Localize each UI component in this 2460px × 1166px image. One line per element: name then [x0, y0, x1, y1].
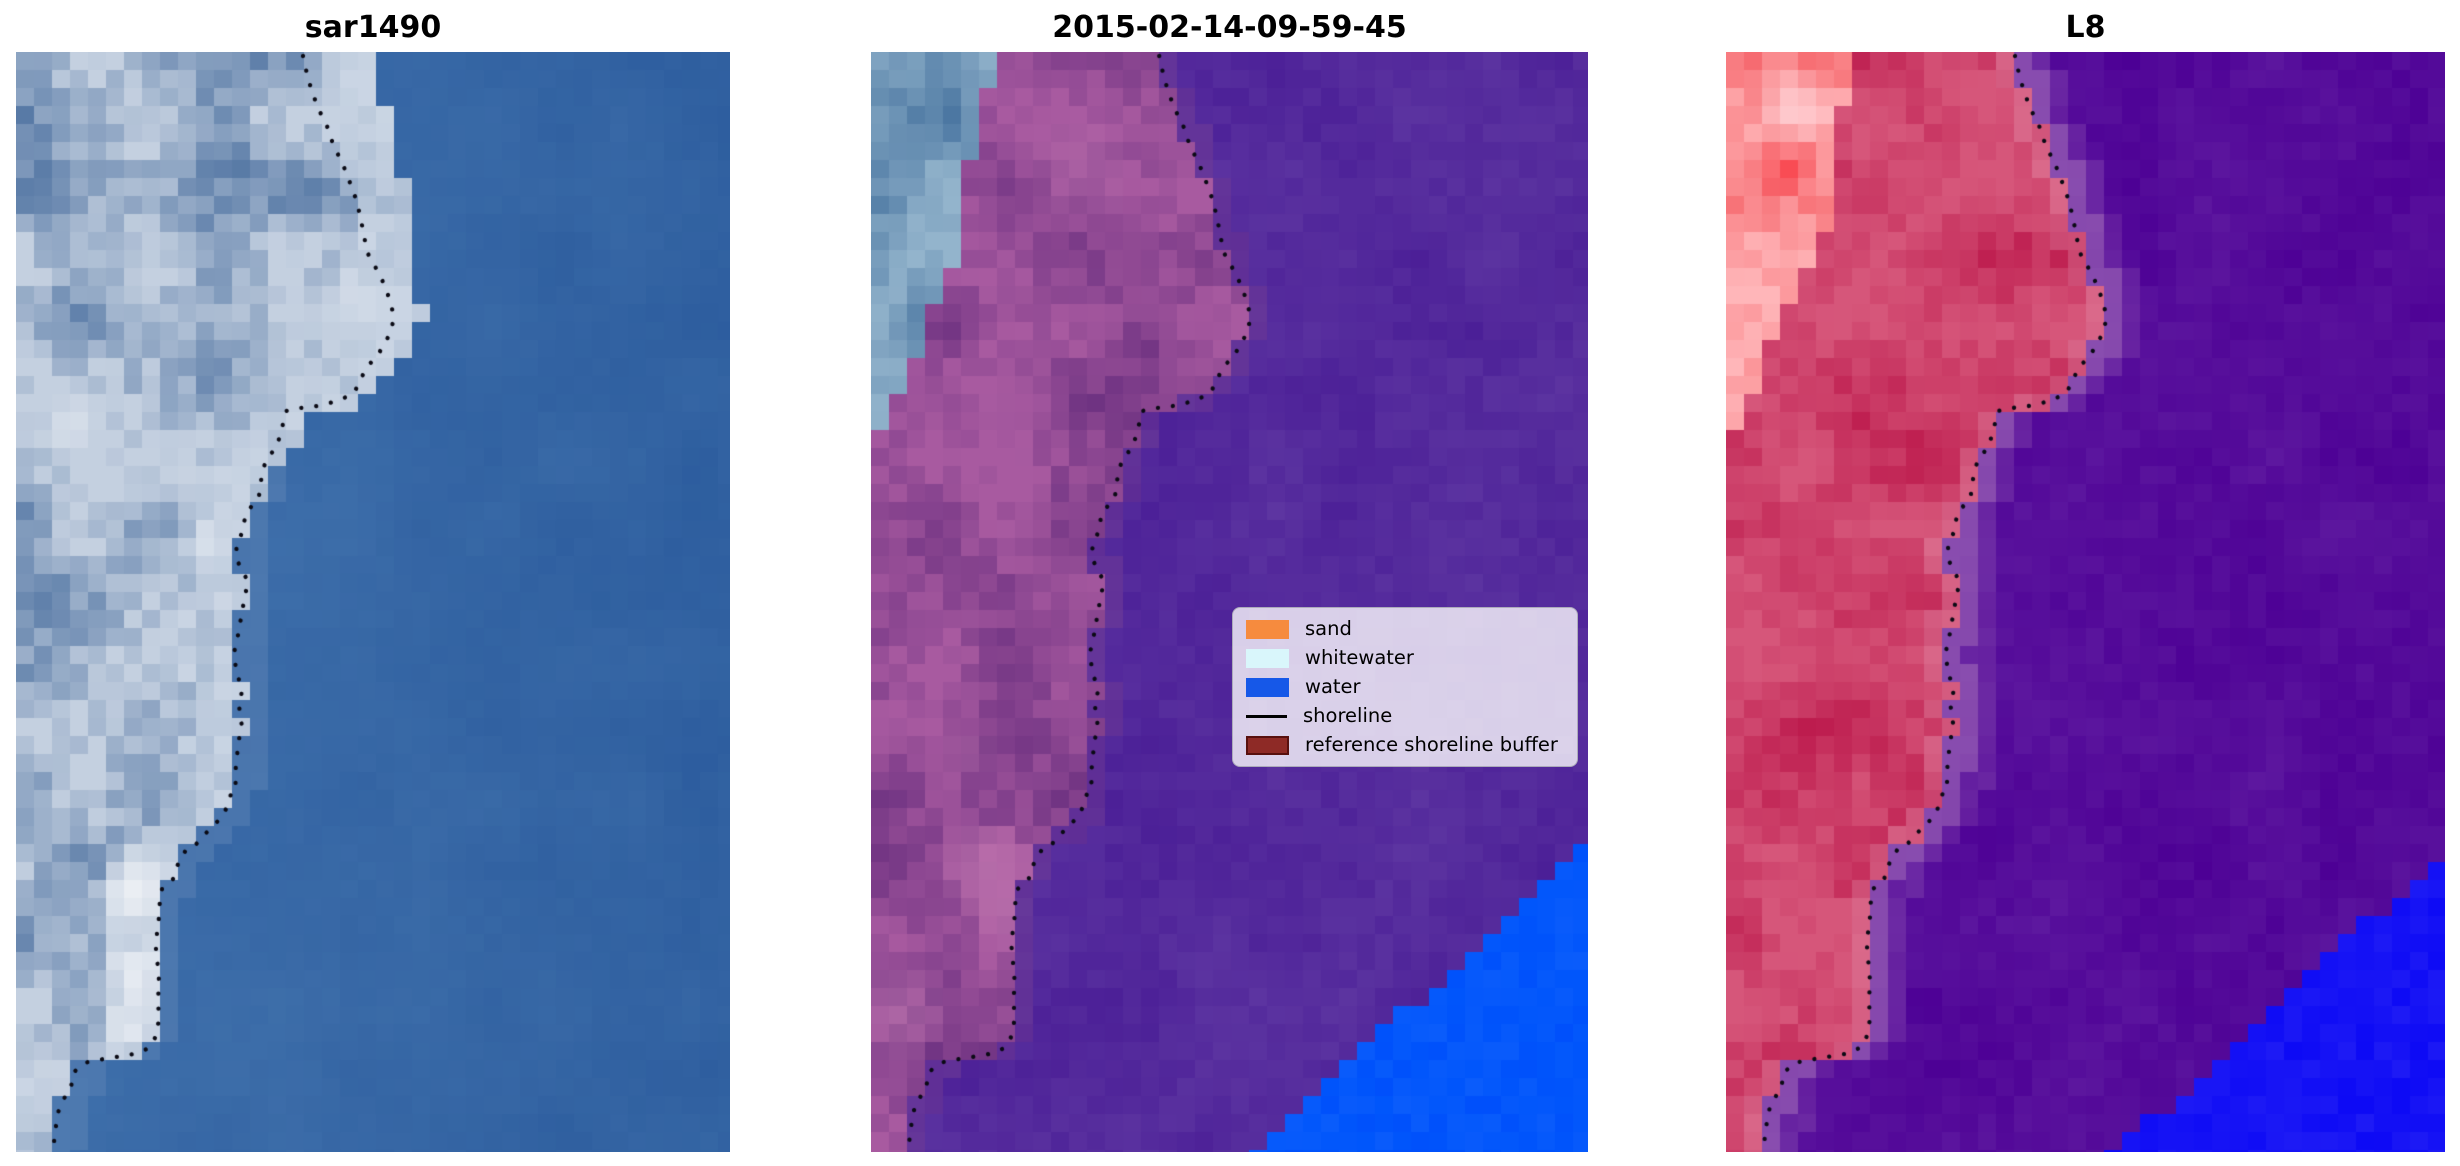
- reference-shoreline-buffer-swatch: [1246, 735, 1289, 755]
- legend-label-shoreline: shoreline: [1303, 704, 1393, 728]
- legend-label-sand: sand: [1305, 617, 1352, 641]
- legend-row-shoreline: shoreline: [1246, 704, 1564, 728]
- legend-row-reference-shoreline-buffer: reference shoreline buffer: [1246, 733, 1564, 757]
- panel-title-sar1490: sar1490: [304, 9, 442, 45]
- legend-row-water: water: [1246, 675, 1564, 699]
- sand-swatch: [1246, 619, 1289, 639]
- l8-image: [1726, 52, 2445, 1152]
- legend-label-whitewater: whitewater: [1305, 646, 1414, 670]
- legend-row-whitewater: whitewater: [1246, 646, 1564, 670]
- whitewater-swatch: [1246, 648, 1289, 668]
- legend: sand whitewater water shoreline referenc…: [1232, 607, 1578, 767]
- shoreline-line-swatch: [1246, 714, 1287, 718]
- legend-label-water: water: [1305, 675, 1361, 699]
- sar1490-image: [16, 52, 730, 1152]
- panel-title-date: 2015-02-14-09-59-45: [1052, 9, 1407, 45]
- panel-title-l8: L8: [2065, 9, 2106, 45]
- classified-image: [871, 52, 1588, 1152]
- legend-label-reference-shoreline-buffer: reference shoreline buffer: [1305, 733, 1558, 757]
- water-swatch: [1246, 677, 1289, 697]
- legend-row-sand: sand: [1246, 617, 1564, 641]
